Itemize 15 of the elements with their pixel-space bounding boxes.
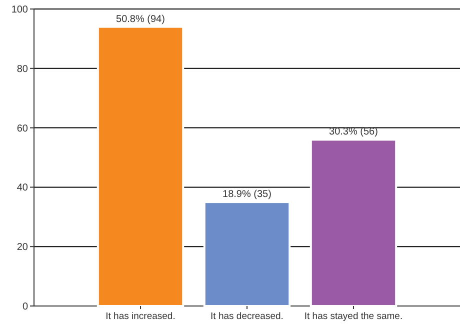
x-tick-label: It has decreased. [210,311,284,322]
bar [96,26,184,307]
y-tick-label: 40 [16,182,28,194]
bar [203,201,291,307]
y-tick-label: 80 [16,64,28,75]
x-tick-label: It has increased. [106,311,176,322]
y-tick-label: 20 [16,242,28,254]
data-label: 30.3% (56) [329,126,378,138]
y-tick-label: 60 [16,123,28,134]
data-label: 18.9% (35) [222,189,272,200]
bar [310,138,398,307]
data-label: 50.8% (94) [116,14,165,25]
y-tick-label: 0 [22,302,28,312]
y-tick-label: 100 [11,4,28,16]
x-tick-label: It has stayed the same. [304,311,403,322]
